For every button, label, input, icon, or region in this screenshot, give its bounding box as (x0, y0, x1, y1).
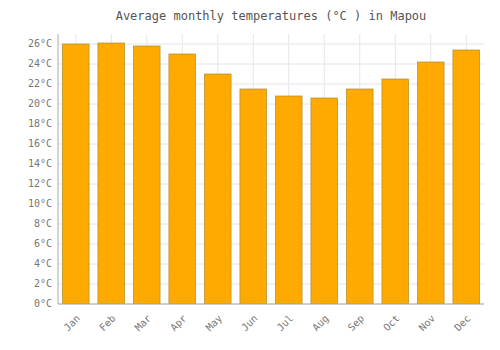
x-tick-label: Sep (346, 313, 367, 334)
bar (311, 98, 338, 304)
chart-container: 0°C 2°C 4°C 6°C 8°C 10°C 12°C 14°C 16°C 18°C 20°C 2… (0, 0, 500, 350)
y-grid-line (58, 304, 484, 305)
y-axis-line (58, 34, 59, 304)
y-tick-label: 22°C (28, 78, 52, 89)
y-tick-label: 10°C (28, 198, 52, 209)
y-axis: 0°C 2°C 4°C 6°C 8°C 10°C 12°C 14°C 16°C 18°C 20°C 2… (28, 34, 58, 309)
y-tick-label: 6°C (34, 238, 52, 249)
bar (240, 89, 267, 304)
y-tick-label: 20°C (28, 98, 52, 109)
bar (346, 89, 373, 304)
x-axis: Jan Feb Mar Apr May Jun Jul Aug Sep Oct Nov Dec (58, 304, 484, 333)
bar (275, 96, 302, 304)
bars (62, 43, 479, 304)
chart-svg: 0°C 2°C 4°C 6°C 8°C 10°C 12°C 14°C 16°C 18°C 20°C 2… (0, 0, 500, 350)
x-tick-label: Apr (168, 313, 189, 334)
y-tick-label: 12°C (28, 178, 52, 189)
x-tick-label: Dec (452, 313, 473, 334)
bar (133, 46, 160, 304)
bar (204, 74, 231, 304)
y-tick-label: 24°C (28, 58, 52, 69)
y-tick-label: 16°C (28, 138, 52, 149)
x-axis-line (58, 304, 484, 305)
x-tick-label: Nov (417, 313, 438, 334)
y-tick-label: 26°C (28, 38, 52, 49)
x-tick-label: Jan (62, 313, 83, 334)
y-tick-label: 18°C (28, 118, 52, 129)
bar (417, 62, 444, 304)
x-tick-label: Aug (310, 313, 331, 334)
bar (98, 43, 125, 304)
bar (169, 54, 196, 304)
y-tick-label: 2°C (34, 278, 52, 289)
x-tick-label: May (204, 313, 225, 334)
y-tick-label: 8°C (34, 218, 52, 229)
x-tick-label: Mar (133, 313, 154, 334)
x-tick-label: Feb (97, 313, 118, 334)
bar (62, 44, 89, 304)
x-tick-label: Jun (239, 313, 260, 334)
bar (382, 79, 409, 304)
x-tick-label: Jul (275, 313, 296, 334)
y-tick-label: 14°C (28, 158, 52, 169)
grid (58, 34, 484, 304)
chart-title: Average monthly temperatures (°C ) in Ma… (116, 9, 427, 23)
y-tick-label: 0°C (34, 298, 52, 309)
y-tick-label: 4°C (34, 258, 52, 269)
x-tick-label: Oct (381, 313, 402, 334)
bar (453, 50, 480, 304)
